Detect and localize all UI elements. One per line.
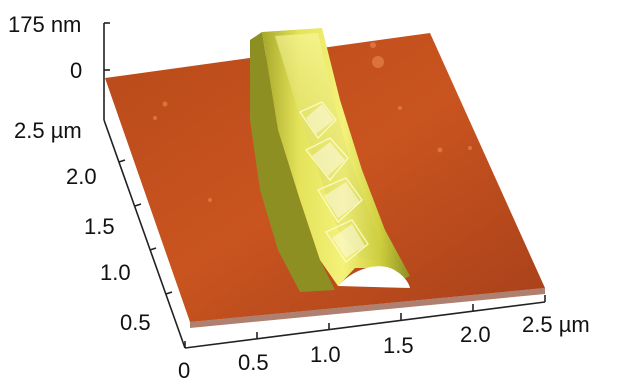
y-axis-tick: 2.5 µm — [14, 118, 82, 143]
y-axis-tick: 0.5 — [120, 310, 151, 335]
z-axis-top-label: 175 nm — [8, 12, 81, 37]
x-axis-tick: 0 — [178, 358, 190, 383]
x-axis-tick: 2.0 — [460, 322, 491, 347]
x-axis-tick: 0.5 — [238, 350, 269, 375]
y-axis-tick: 1.5 — [84, 214, 115, 239]
x-axis-tick: 1.0 — [310, 342, 341, 367]
x-axis-tick: 2.5 µm — [522, 312, 590, 337]
y-axis-tick: 1.0 — [100, 260, 131, 285]
x-axis-tick: 1.5 — [383, 333, 414, 358]
z-axis-zero-label: 0 — [70, 58, 82, 83]
y-axis-tick: 2.0 — [66, 164, 97, 189]
